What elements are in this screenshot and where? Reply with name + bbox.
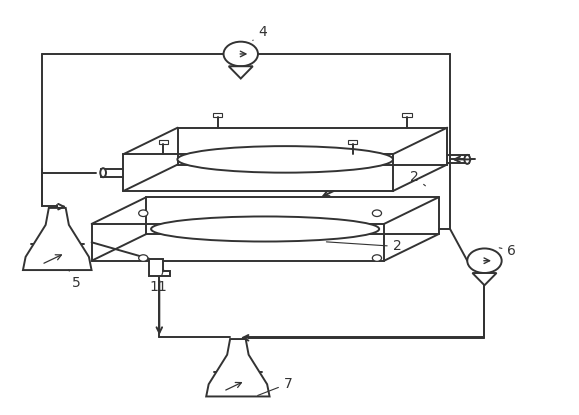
Circle shape <box>223 42 258 66</box>
Polygon shape <box>23 208 91 270</box>
Text: 11: 11 <box>149 269 167 294</box>
Circle shape <box>372 255 382 261</box>
Polygon shape <box>206 339 270 396</box>
Bar <box>402 113 412 117</box>
Polygon shape <box>472 273 497 285</box>
Circle shape <box>139 210 148 217</box>
Ellipse shape <box>151 217 379 242</box>
Ellipse shape <box>177 146 393 173</box>
Text: 6: 6 <box>499 244 516 258</box>
Circle shape <box>467 249 501 273</box>
Ellipse shape <box>464 155 470 164</box>
Bar <box>213 113 222 117</box>
Text: 7: 7 <box>258 377 292 395</box>
Circle shape <box>372 210 382 217</box>
Text: 4: 4 <box>253 24 267 40</box>
Bar <box>348 140 357 144</box>
Text: 2: 2 <box>327 239 401 254</box>
Circle shape <box>139 255 148 261</box>
Ellipse shape <box>100 168 106 177</box>
Text: 2: 2 <box>410 170 426 186</box>
Polygon shape <box>229 66 253 78</box>
Text: 5: 5 <box>69 270 80 290</box>
Polygon shape <box>149 259 170 276</box>
Bar <box>159 140 168 144</box>
